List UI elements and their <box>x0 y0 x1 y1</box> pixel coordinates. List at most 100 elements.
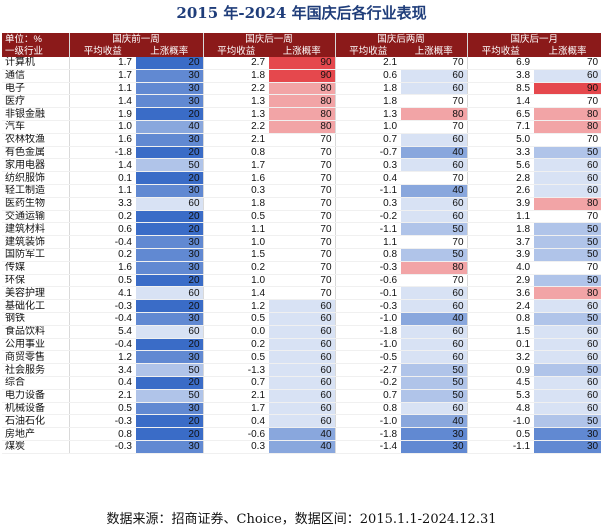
rise-probability-cell: 20 <box>136 427 204 441</box>
rise-probability-cell: 80 <box>534 197 602 211</box>
rise-probability-cell: 30 <box>401 427 468 441</box>
table-row: 综合 0.4 20 0.7 60 -0.2 50 4.5 60 <box>2 376 602 390</box>
rise-probability-cell: 70 <box>269 248 336 262</box>
rise-probability-cell: 60 <box>269 350 336 365</box>
avg-return-cell: 0.1 <box>466 338 535 352</box>
rise-probability-cell: 60 <box>401 325 468 339</box>
avg-return-cell: 0.5 <box>202 210 270 224</box>
avg-return-cell: 0.4 <box>334 171 402 185</box>
avg-return-cell: 1.6 <box>202 171 270 185</box>
table-row: 电子 1.1 30 2.2 80 1.8 60 8.5 90 <box>2 82 602 96</box>
table-row: 医疗 1.4 30 1.3 80 1.8 70 1.4 70 <box>2 94 602 109</box>
rise-probability-cell: 60 <box>401 210 468 224</box>
industry-name: 农林牧渔 <box>2 133 69 147</box>
avg-return-cell: 1.8 <box>466 222 535 237</box>
avg-return-cell: 3.3 <box>68 197 136 211</box>
avg-return-cell: 0.7 <box>202 376 270 390</box>
avg-return-cell: 2.2 <box>202 120 270 134</box>
rise-probability-cell: 50 <box>136 363 204 377</box>
table-row: 有色金属 -1.8 20 0.8 70 -0.7 40 3.3 50 <box>2 146 602 160</box>
rise-probability-cell: 60 <box>401 197 468 211</box>
avg-return-cell: 2.1 <box>68 389 136 403</box>
rise-probability-cell: 20 <box>136 210 204 224</box>
industry-name: 钢铁 <box>2 312 69 326</box>
rise-probability-cell: 60 <box>269 325 336 339</box>
avg-return-cell: 3.4 <box>68 363 136 377</box>
avg-return-cell: 1.7 <box>202 402 270 416</box>
table-row: 家用电器 1.4 50 1.7 70 0.3 60 5.6 60 <box>2 158 602 173</box>
avg-return-cell: -1.8 <box>334 427 402 441</box>
avg-return-cell: 2.2 <box>202 82 270 96</box>
avg-return-cell: 6.9 <box>466 57 535 70</box>
rise-probability-cell: 70 <box>269 146 336 160</box>
avg-return-cell: 0.8 <box>334 402 402 416</box>
industry-name: 电子 <box>2 82 69 96</box>
avg-return-cell: 2.6 <box>466 184 535 198</box>
table-row: 石油石化 -0.3 20 0.4 60 -1.0 40 -1.0 50 <box>2 414 602 429</box>
avg-return-cell: 0.5 <box>202 312 270 326</box>
avg-return-cell: 1.6 <box>68 261 136 275</box>
industry-name: 轻工制造 <box>2 184 69 198</box>
avg-return-cell: -0.4 <box>68 312 136 326</box>
avg-return-cell: -0.5 <box>334 350 402 365</box>
rise-probability-cell: 50 <box>534 222 602 237</box>
sub-header-avg: 平均收益 <box>68 45 136 57</box>
rise-probability-cell: 50 <box>534 146 602 160</box>
rise-probability-cell: 60 <box>401 69 468 83</box>
rise-probability-cell: 30 <box>136 402 204 416</box>
rise-probability-cell: 70 <box>401 274 468 288</box>
rise-probability-cell: 60 <box>136 325 204 339</box>
industry-name: 商贸零售 <box>2 350 69 365</box>
avg-return-cell: 4.5 <box>466 376 535 390</box>
avg-return-cell: 1.9 <box>68 107 136 121</box>
avg-return-cell: 0.8 <box>466 312 535 326</box>
rise-probability-cell: 50 <box>534 274 602 288</box>
avg-return-cell: 3.3 <box>466 146 535 160</box>
rise-probability-cell: 60 <box>269 363 336 377</box>
rise-probability-cell: 40 <box>401 146 468 160</box>
industry-name: 医药生物 <box>2 197 69 211</box>
avg-return-cell: 0.6 <box>68 222 136 237</box>
rise-probability-cell: 70 <box>534 261 602 275</box>
rise-probability-cell: 30 <box>136 82 204 96</box>
rise-probability-cell: 70 <box>269 171 336 185</box>
table-row: 商贸零售 1.2 30 0.5 60 -0.5 60 3.2 60 <box>2 350 602 365</box>
avg-return-cell: -0.3 <box>334 261 402 275</box>
avg-return-cell: 1.3 <box>334 107 402 121</box>
avg-return-cell: -1.8 <box>68 146 136 160</box>
table-row: 钢铁 -0.4 30 0.5 60 -1.0 40 0.8 50 <box>2 312 602 326</box>
rise-probability-cell: 60 <box>269 389 336 403</box>
avg-return-cell: 0.3 <box>334 158 402 173</box>
industry-name: 食品饮料 <box>2 325 69 339</box>
avg-return-cell: 4.1 <box>68 286 136 301</box>
period-header: 国庆前一周 <box>68 33 204 45</box>
rise-probability-cell: 70 <box>401 57 468 70</box>
rise-probability-cell: 60 <box>136 286 204 301</box>
rise-probability-cell: 30 <box>136 440 204 454</box>
rise-probability-cell: 20 <box>136 57 204 70</box>
avg-return-cell: 5.4 <box>68 325 136 339</box>
rise-probability-cell: 70 <box>269 197 336 211</box>
industry-name: 基础化工 <box>2 299 69 313</box>
rise-probability-cell: 20 <box>136 414 204 429</box>
avg-return-cell: 3.9 <box>466 248 535 262</box>
industry-name: 纺织服饰 <box>2 171 69 185</box>
rise-probability-cell: 30 <box>136 235 204 249</box>
rise-probability-cell: 50 <box>401 222 468 237</box>
rise-probability-cell: 60 <box>401 158 468 173</box>
avg-return-cell: 1.7 <box>68 69 136 83</box>
sub-header-avg: 平均收益 <box>202 45 270 57</box>
rise-probability-cell: 60 <box>401 350 468 365</box>
table-row: 机械设备 0.5 30 1.7 60 0.8 60 4.8 60 <box>2 402 602 416</box>
rise-probability-cell: 50 <box>401 389 468 403</box>
rise-probability-cell: 90 <box>269 57 336 70</box>
sub-header-avg: 平均收益 <box>334 45 402 57</box>
rise-probability-cell: 80 <box>401 261 468 275</box>
avg-return-cell: 3.6 <box>466 286 535 301</box>
rise-probability-cell: 30 <box>136 248 204 262</box>
rise-probability-cell: 50 <box>534 414 602 429</box>
avg-return-cell: -1.4 <box>334 440 402 454</box>
sub-header-prob: 上涨概率 <box>269 45 336 57</box>
avg-return-cell: -1.0 <box>334 312 402 326</box>
rise-probability-cell: 60 <box>534 376 602 390</box>
